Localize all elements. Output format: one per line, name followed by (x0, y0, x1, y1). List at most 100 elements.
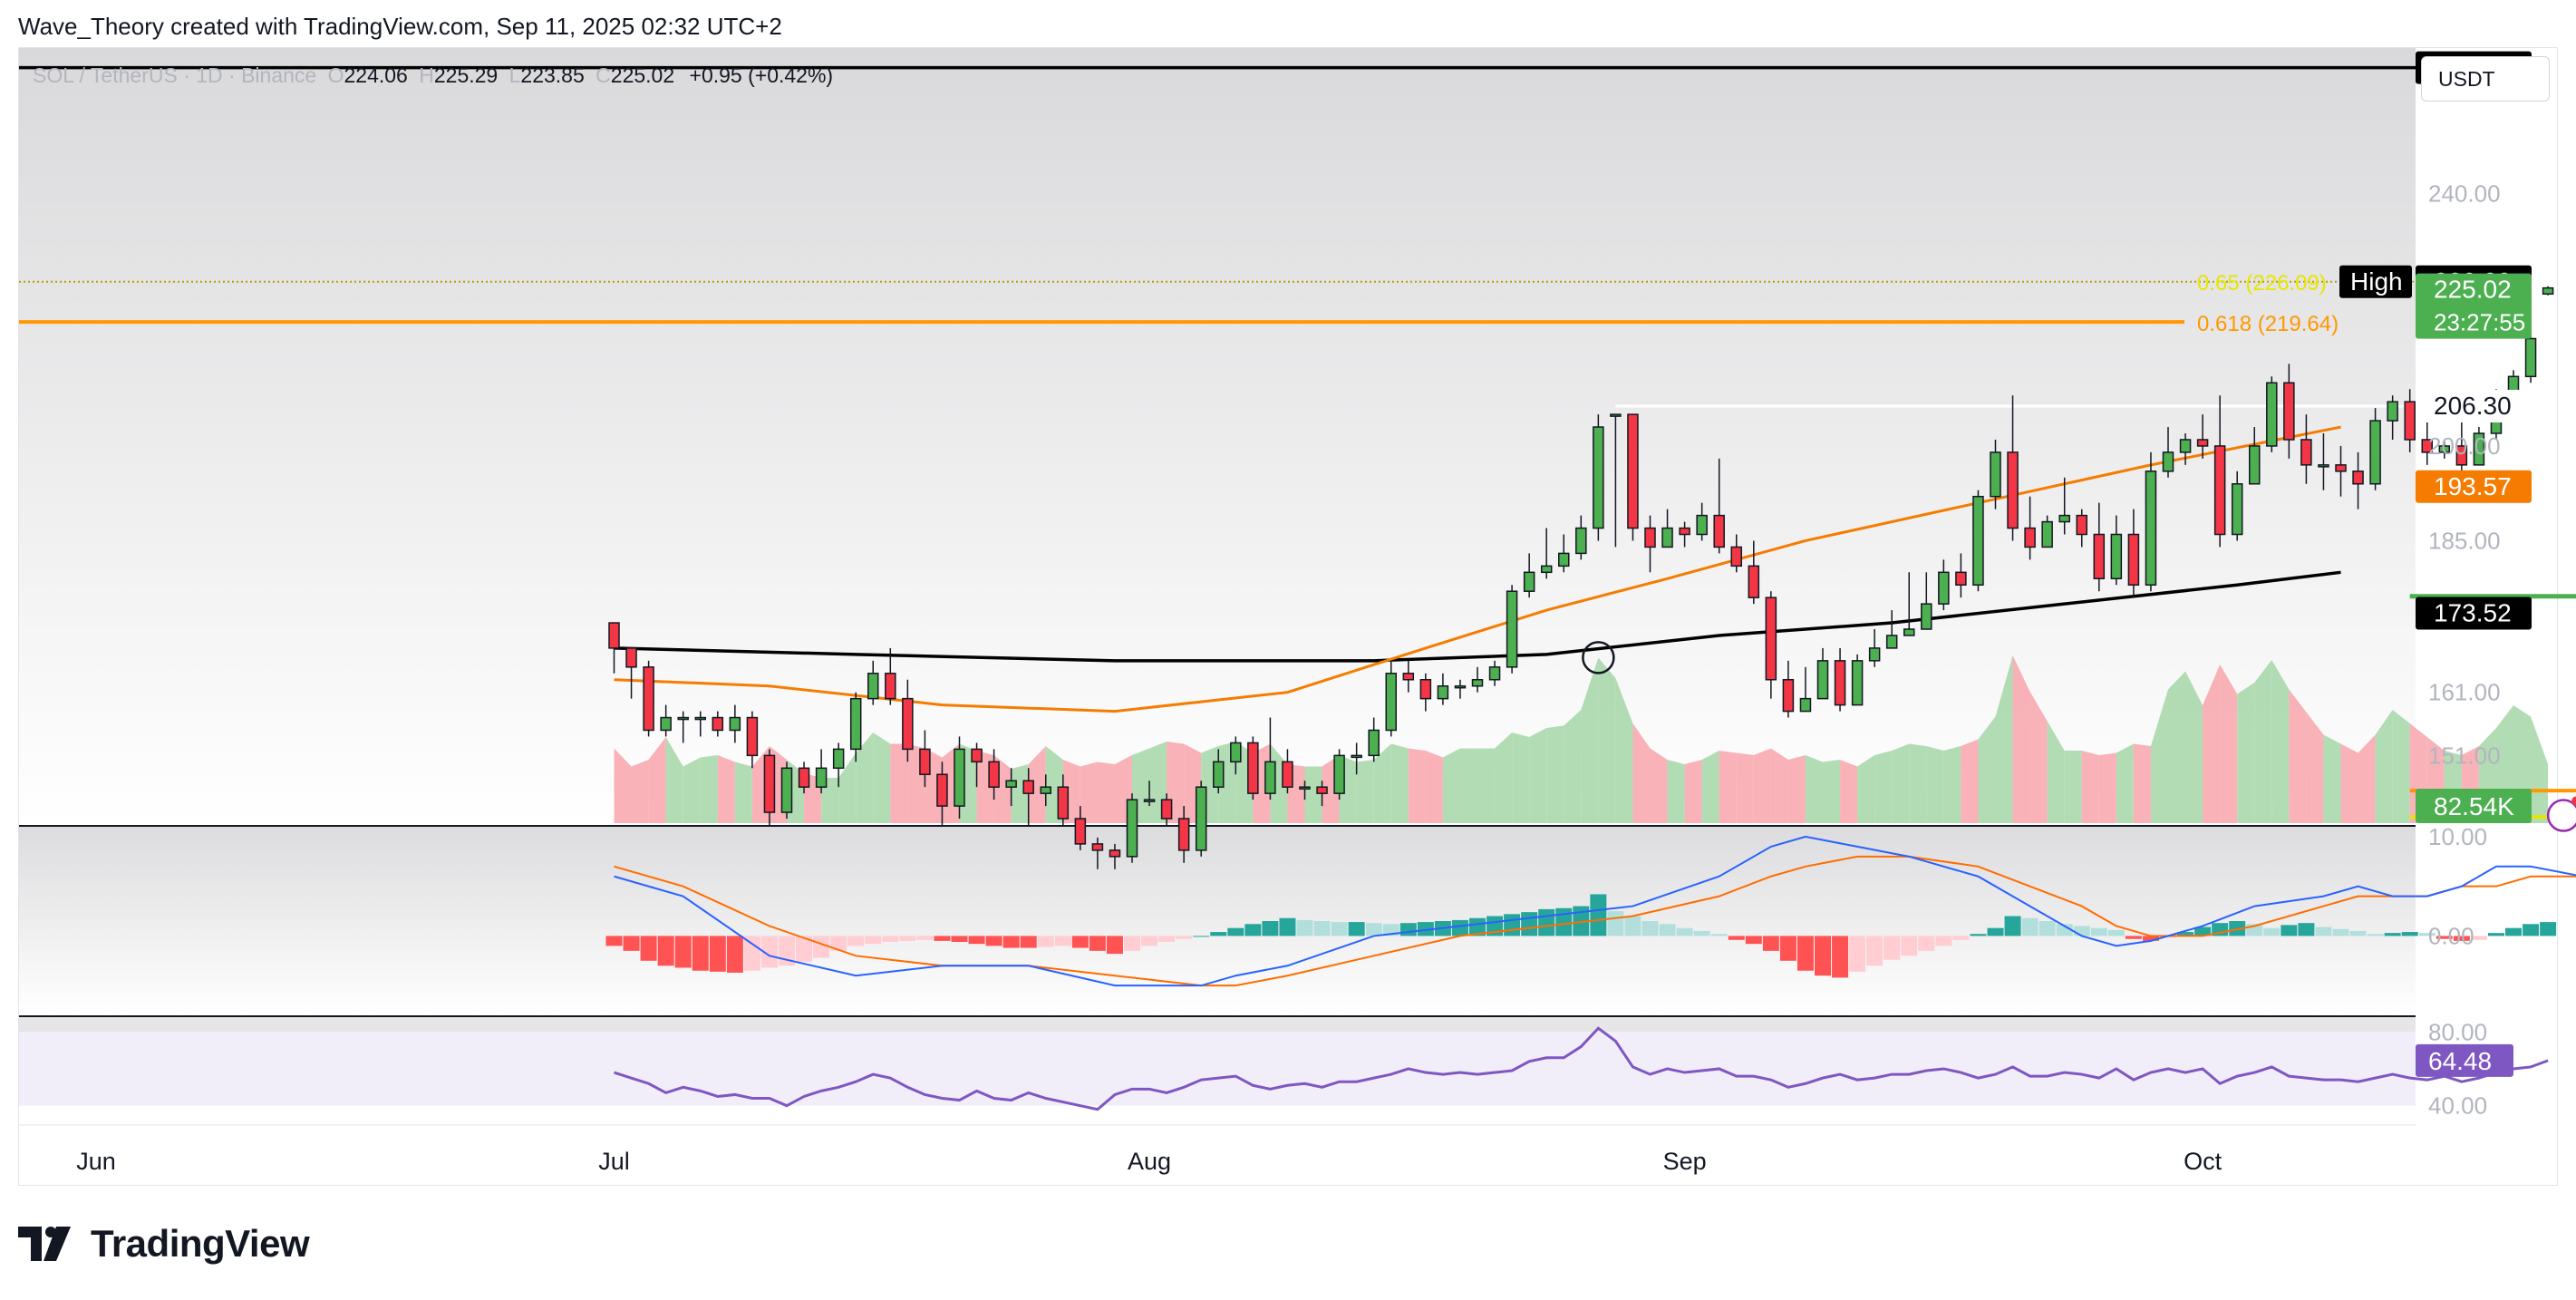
candle-body (660, 716, 672, 732)
currency-button[interactable]: USDT (2421, 56, 2550, 102)
high-key: H (419, 63, 434, 87)
candle-body (2213, 445, 2226, 536)
candle-body (625, 647, 637, 668)
ema200-line (614, 570, 2341, 663)
candle-body (1851, 660, 1864, 706)
volume-segment (1995, 655, 2013, 823)
macd-histogram-bar (2125, 936, 2142, 939)
time-axis-tick: Aug (1128, 1148, 1171, 1175)
macd-histogram-bar (865, 936, 882, 945)
candle-body (1696, 514, 1708, 536)
macd-histogram-bar (951, 936, 968, 942)
macd-histogram-bar (1607, 911, 1624, 936)
low-key: L (508, 63, 521, 87)
volume-segment (2271, 660, 2290, 823)
candle-body (1040, 786, 1051, 794)
candle-body (2127, 533, 2140, 586)
volume-segment (1546, 725, 1564, 823)
volume-segment (683, 757, 701, 823)
rsi-upper-shade (19, 1017, 2416, 1033)
macd-histogram-bar (760, 936, 778, 968)
candle-body (2093, 533, 2106, 580)
candle-body (1748, 565, 1760, 598)
macd-histogram-bar (2039, 921, 2056, 936)
volume-segment (2323, 734, 2341, 823)
volume-segment (2254, 660, 2272, 823)
candle-body (2162, 451, 2174, 472)
price-badge-text: 173.52 (2434, 598, 2512, 626)
rsi-axis-tick: 80.00 (2428, 1018, 2487, 1045)
macd-histogram-bar (1124, 936, 1140, 951)
macd-histogram-bar (2177, 932, 2194, 936)
chart-caption: Wave_Theory created with TradingView.com… (18, 13, 782, 40)
volume-segment (1805, 755, 1823, 823)
volume-segment (2133, 743, 2151, 823)
candle-body (1575, 527, 1587, 555)
candle-body (815, 767, 828, 788)
candle-body (885, 673, 896, 700)
price-axis-tick: 161.00 (2428, 679, 2501, 706)
macd-histogram-bar (1504, 914, 1521, 936)
macd-histogram-bar (2281, 925, 2298, 936)
volume-segment (1425, 751, 1443, 823)
macd-histogram-bar (1952, 936, 1970, 940)
candle-body (1230, 742, 1242, 763)
symbol-label[interactable]: SOL / TetherUS · 1D · Binance (33, 63, 317, 87)
volume-segment (1408, 748, 1426, 823)
alert-icon (2546, 799, 2576, 832)
candle-body (2231, 483, 2243, 536)
candle-body (1921, 603, 1932, 630)
candle-body (2076, 514, 2087, 536)
macd-histogram-bar (1521, 912, 1538, 936)
candle-body (2404, 401, 2416, 441)
candle-body (1333, 754, 1345, 794)
candle-body (1730, 546, 1742, 568)
tradingview-logo[interactable]: TradingView (18, 1222, 310, 1266)
volume-segment (1770, 748, 1788, 823)
volume-segment (1581, 657, 1599, 823)
volume-segment (1667, 760, 1685, 823)
volume-segment (1390, 743, 1409, 823)
candle-body (1593, 426, 1604, 529)
volume-segment (2375, 710, 2393, 823)
candle-body (2007, 451, 2019, 529)
volume-segment (1028, 746, 1046, 823)
chart-frame[interactable] (18, 47, 2558, 1186)
volume-segment (1598, 657, 1616, 823)
macd-histogram-bar (1037, 936, 1054, 947)
price-axis-tick: 240.00 (2428, 179, 2501, 207)
volume-segment (2358, 734, 2376, 823)
candle-body (2024, 527, 2036, 548)
golden-cross-marker (1582, 641, 1615, 674)
rsi-line (614, 1026, 2549, 1111)
macd-histogram-bar (1935, 936, 1952, 946)
candle-body (694, 716, 706, 721)
candle-body (988, 761, 1000, 788)
candle-body (1160, 799, 1173, 820)
rsi-band (19, 1032, 2416, 1106)
volume-segment (631, 760, 649, 823)
candle-body (832, 748, 845, 770)
candle-body (608, 622, 620, 649)
volume-segment (1787, 755, 1806, 823)
candle-body (2473, 432, 2485, 466)
candle-body (1610, 413, 1622, 417)
ohlc-legend: SOL / TetherUS · 1D · Binance O224.06 H2… (33, 63, 833, 88)
macd-histogram-bar (1901, 936, 1918, 956)
macd-histogram-bar (1745, 936, 1762, 945)
volume-segment (2392, 710, 2410, 823)
macd-axis-tick: 10.00 (2428, 823, 2487, 850)
candle-body (2318, 464, 2329, 468)
candle-body (1938, 571, 1950, 605)
macd-histogram-bar (1779, 936, 1796, 961)
volume-segment (1564, 710, 1582, 823)
macd-histogram-bar (1815, 936, 1831, 976)
candle-body (1299, 786, 1311, 790)
candle-body (1644, 527, 1656, 548)
volume-segment (1304, 766, 1322, 823)
macd-histogram-bar (1313, 921, 1331, 936)
candle-body (1057, 786, 1070, 820)
macd-histogram-bar (2367, 934, 2384, 936)
brand-name: TradingView (91, 1222, 310, 1265)
